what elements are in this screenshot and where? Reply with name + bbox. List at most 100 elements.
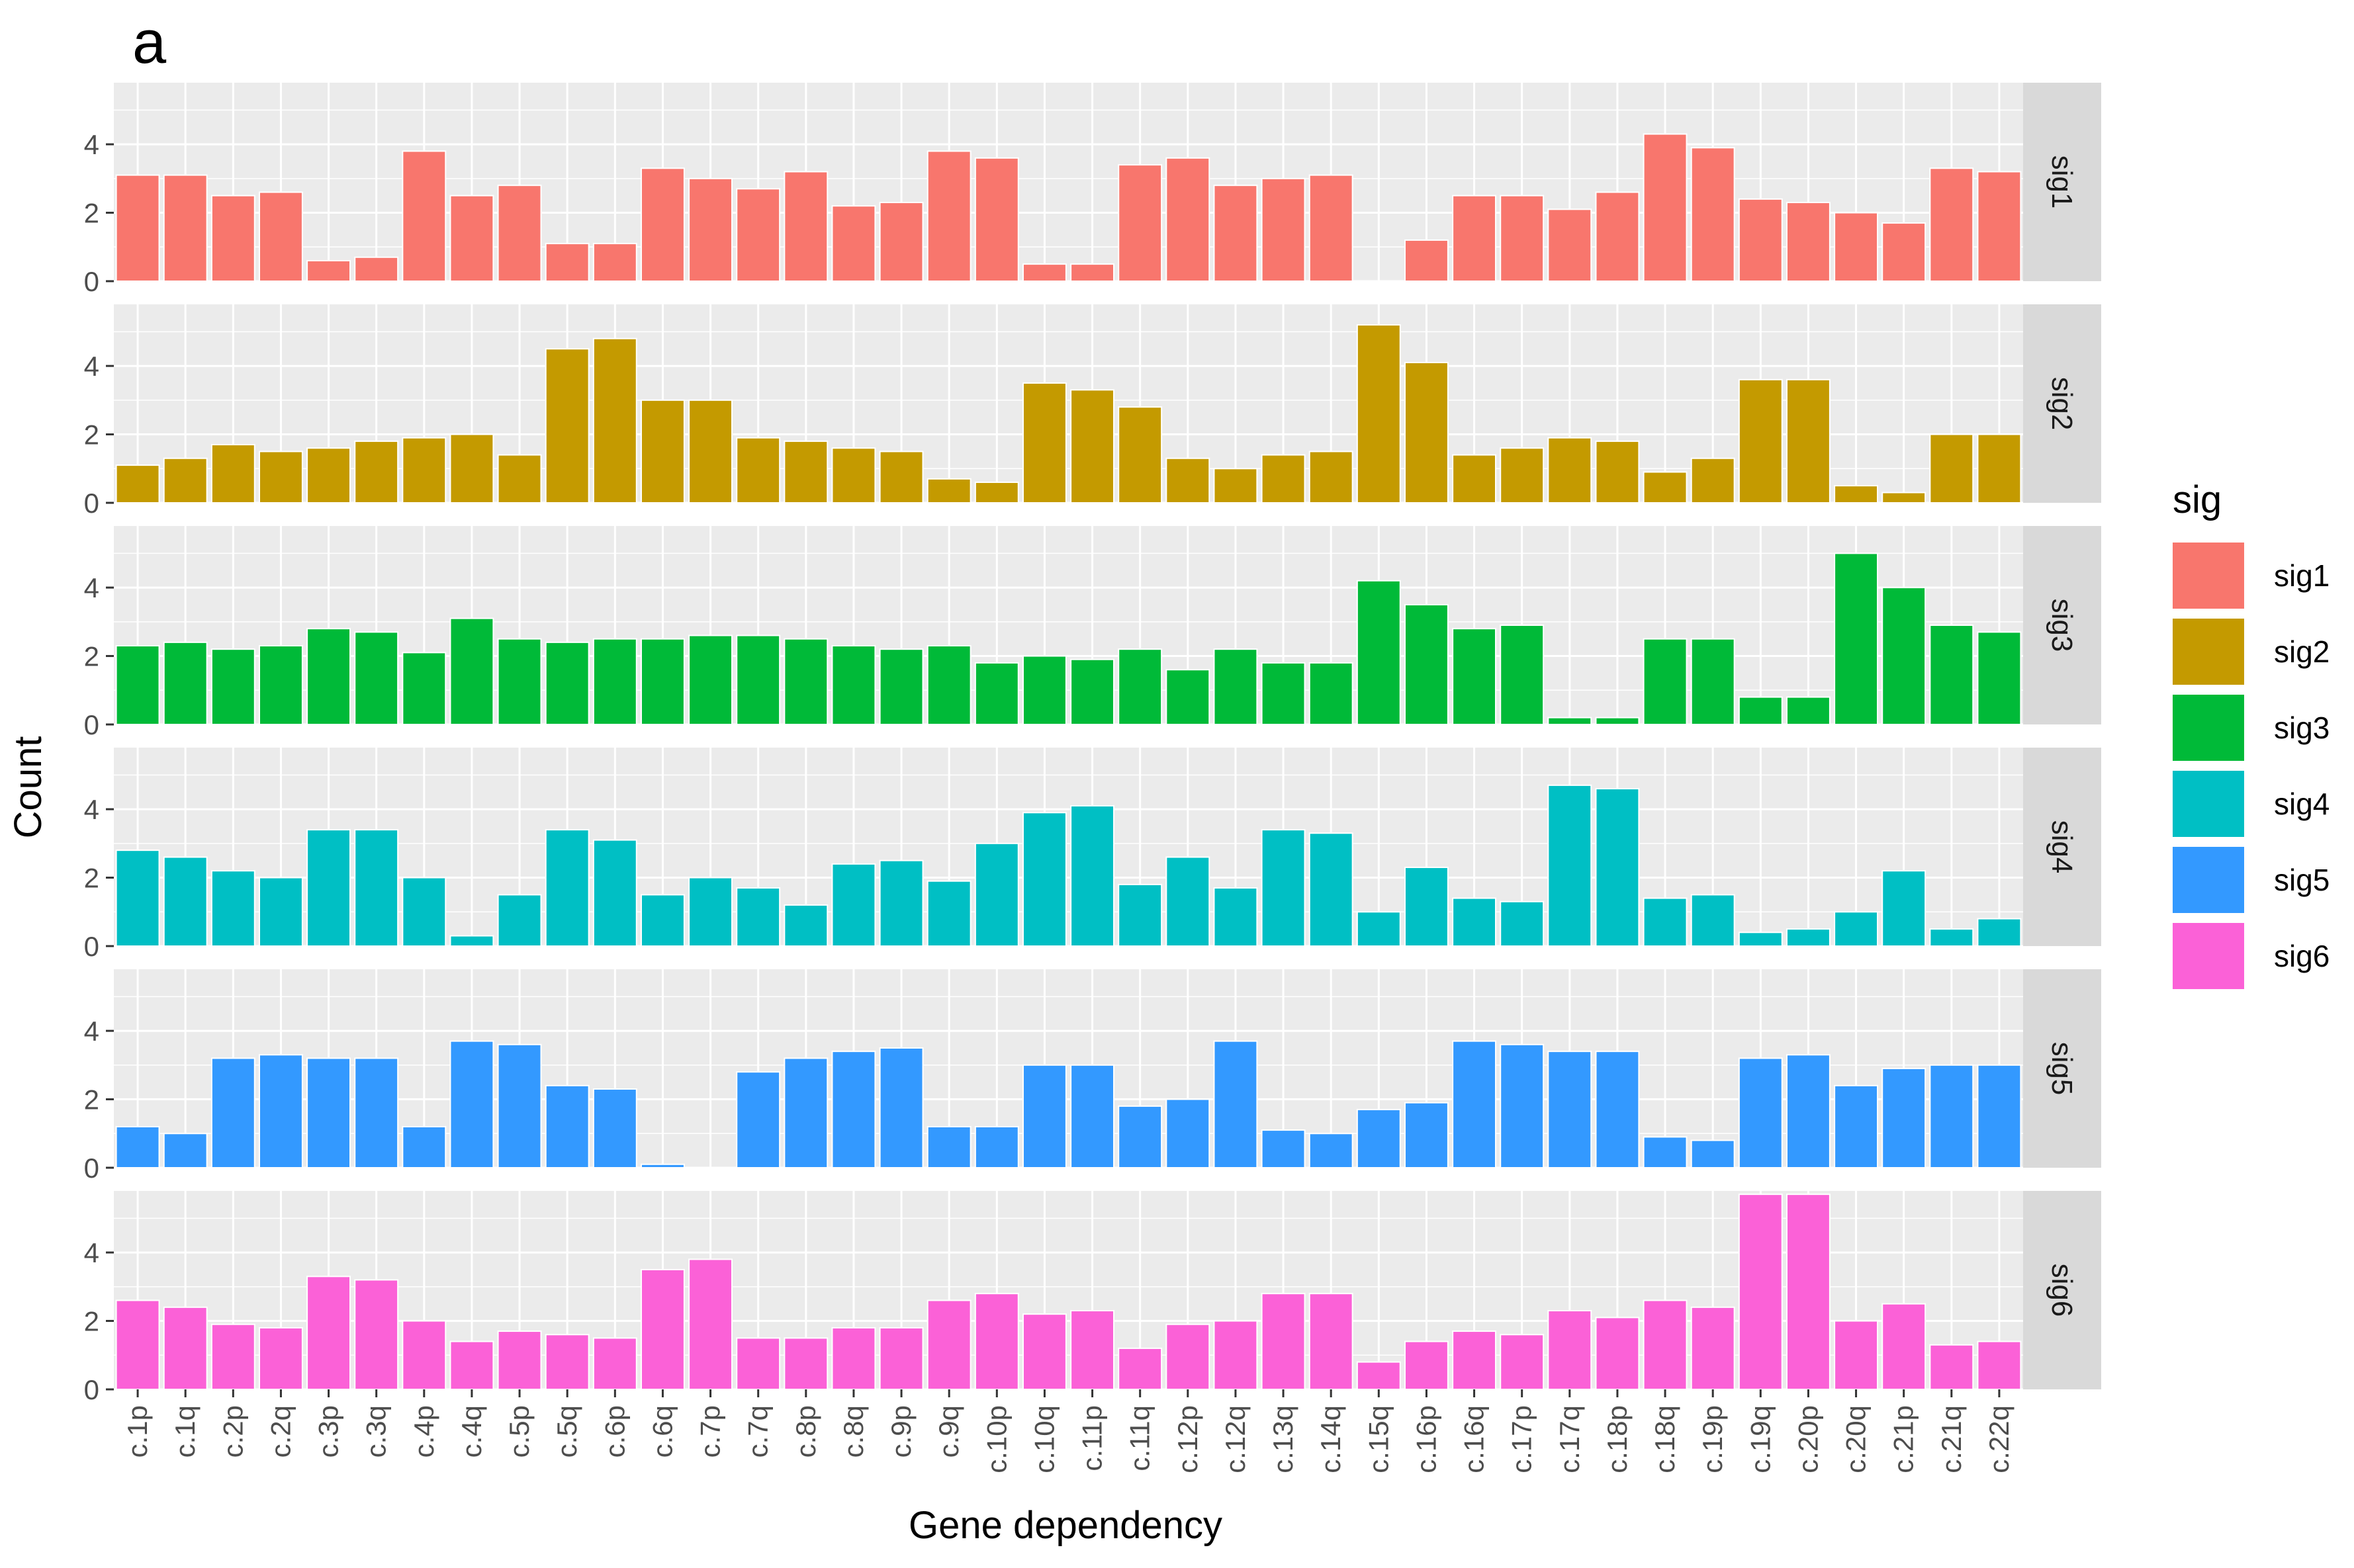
bar-sig4-c.18p bbox=[1595, 788, 1640, 947]
bar-sig5-c.20q bbox=[1834, 1084, 1879, 1168]
bar-sig3-c.9p bbox=[879, 648, 924, 726]
bar-sig4-c.6q bbox=[640, 894, 685, 947]
x-tick-label: c.20p bbox=[1792, 1405, 1823, 1473]
bar-sig4-c.4q bbox=[449, 935, 494, 947]
bar-sig6-c.17q bbox=[1547, 1310, 1592, 1390]
facet-panel-sig5: 0 2 4 sig5 bbox=[84, 969, 2101, 1184]
bar-sig4-c.1p bbox=[115, 849, 160, 947]
bar-sig6-c.3p bbox=[306, 1276, 351, 1390]
bar-sig4-c.2p bbox=[210, 870, 255, 947]
facet-panels: 0 2 4 sig1 0 2 4 sig2 0 2 4 sig3 0 2 4 sig4 0 2 4 sig5 0 2 4 si… bbox=[84, 83, 2101, 1405]
bar-sig3-c.6p bbox=[592, 638, 637, 725]
bar-sig1-c.4p bbox=[402, 150, 447, 282]
bar-sig4-c.9p bbox=[879, 859, 924, 947]
x-tick-label: c.8q bbox=[838, 1405, 869, 1458]
bar-sig5-c.16q bbox=[1452, 1040, 1497, 1169]
bar-sig5-c.12q bbox=[1213, 1040, 1258, 1169]
bar-sig4-c.20q bbox=[1834, 911, 1879, 947]
bar-sig6-c.22q bbox=[1977, 1340, 2022, 1390]
bar-sig6-c.14q bbox=[1308, 1293, 1353, 1390]
bar-sig5-c.11p bbox=[1070, 1064, 1115, 1169]
bar-sig6-c.12p bbox=[1165, 1323, 1210, 1390]
y-tick-label: 4 bbox=[84, 129, 99, 160]
bar-sig5-c.5q bbox=[545, 1084, 590, 1168]
bar-sig4-c.13q bbox=[1261, 829, 1306, 947]
legend-label: sig5 bbox=[2274, 863, 2330, 897]
bar-sig5-c.14q bbox=[1308, 1133, 1353, 1169]
bar-sig4-c.11p bbox=[1070, 805, 1115, 947]
bar-sig4-c.5p bbox=[497, 894, 542, 947]
bar-sig1-c.17p bbox=[1500, 195, 1545, 283]
bar-sig3-c.7q bbox=[736, 634, 781, 725]
bar-sig3-c.20q bbox=[1834, 552, 1879, 726]
bar-sig4-c.6p bbox=[592, 839, 637, 947]
bar-sig5-c.17q bbox=[1547, 1051, 1592, 1169]
bar-sig6-c.18q bbox=[1643, 1299, 1688, 1390]
y-tick-label: 0 bbox=[84, 1374, 99, 1405]
bar-sig3-c.9q bbox=[927, 645, 972, 725]
bar-sig3-c.4p bbox=[402, 652, 447, 726]
bar-sig1-c.19p bbox=[1690, 147, 1735, 282]
x-tick-label: c.7p bbox=[695, 1405, 726, 1458]
facet-strip-label: sig1 bbox=[2046, 155, 2078, 209]
x-tick-label: c.14q bbox=[1315, 1405, 1346, 1473]
bar-sig6-c.5q bbox=[545, 1334, 590, 1390]
bar-sig1-c.6q bbox=[640, 167, 685, 282]
bar-sig1-c.18p bbox=[1595, 191, 1640, 282]
bar-sig2-c.16p bbox=[1404, 361, 1449, 503]
bar-sig6-c.21q bbox=[1929, 1344, 1974, 1391]
bar-sig1-c.3q bbox=[354, 256, 399, 282]
bar-sig1-c.21q bbox=[1929, 167, 1974, 282]
bar-sig2-c.21p bbox=[1881, 492, 1926, 504]
bar-sig6-c.6q bbox=[640, 1268, 685, 1391]
bar-sig3-c.11q bbox=[1118, 648, 1163, 726]
panel-background bbox=[114, 526, 2023, 724]
bar-sig6-c.6p bbox=[592, 1337, 637, 1391]
bar-sig4-c.20p bbox=[1786, 928, 1831, 947]
bar-sig6-c.10q bbox=[1022, 1313, 1067, 1391]
y-tick-label: 2 bbox=[84, 641, 99, 672]
bar-sig3-c.13q bbox=[1261, 662, 1306, 725]
bar-sig4-c.15q bbox=[1356, 911, 1401, 947]
bar-sig3-c.6q bbox=[640, 638, 685, 725]
bar-sig5-c.18p bbox=[1595, 1051, 1640, 1169]
legend-key-sig3 bbox=[2173, 695, 2244, 761]
x-tick-label: c.7q bbox=[743, 1405, 774, 1458]
bar-sig1-c.8q bbox=[831, 205, 876, 283]
bar-sig1-c.16q bbox=[1452, 195, 1497, 283]
bar-sig6-c.13q bbox=[1261, 1293, 1306, 1390]
bar-sig2-c.13q bbox=[1261, 454, 1306, 503]
bar-sig1-c.22q bbox=[1977, 171, 2022, 282]
bar-sig3-c.20p bbox=[1786, 696, 1831, 726]
y-tick-label: 4 bbox=[84, 1237, 99, 1268]
bar-sig2-c.19p bbox=[1690, 457, 1735, 503]
x-tick-label: c.12q bbox=[1220, 1405, 1251, 1473]
panel-label: a bbox=[132, 9, 167, 76]
bar-sig6-c.20q bbox=[1834, 1320, 1879, 1391]
bar-sig6-c.1p bbox=[115, 1299, 160, 1390]
bar-sig5-c.8p bbox=[784, 1057, 829, 1169]
bar-sig4-c.7p bbox=[688, 877, 733, 947]
bar-sig6-c.19p bbox=[1690, 1306, 1735, 1390]
bar-sig5-c.4q bbox=[449, 1040, 494, 1169]
bar-sig6-c.9q bbox=[927, 1299, 972, 1390]
x-tick-label: c.11p bbox=[1077, 1405, 1108, 1471]
bar-sig6-c.3q bbox=[354, 1279, 399, 1391]
bar-sig2-c.10q bbox=[1022, 382, 1067, 503]
x-tick-label: c.2q bbox=[265, 1405, 296, 1458]
bar-sig4-c.18q bbox=[1643, 897, 1688, 947]
facet-strip bbox=[2023, 969, 2101, 1168]
bar-sig1-c.2q bbox=[258, 191, 303, 282]
x-tick-label: c.16q bbox=[1459, 1405, 1490, 1473]
bar-sig2-c.12q bbox=[1213, 468, 1258, 504]
x-tick-label: c.19q bbox=[1744, 1405, 1776, 1473]
bar-sig1-c.8p bbox=[784, 171, 829, 282]
bar-sig3-c.8q bbox=[831, 645, 876, 725]
bar-sig5-c.4p bbox=[402, 1125, 447, 1168]
bar-sig3-c.11p bbox=[1070, 658, 1115, 725]
bar-sig4-c.8p bbox=[784, 904, 829, 947]
bar-sig3-c.10q bbox=[1022, 655, 1067, 725]
bar-sig1-c.12p bbox=[1165, 157, 1210, 282]
bar-sig5-c.16p bbox=[1404, 1102, 1449, 1168]
bar-sig6-c.16q bbox=[1452, 1330, 1497, 1391]
